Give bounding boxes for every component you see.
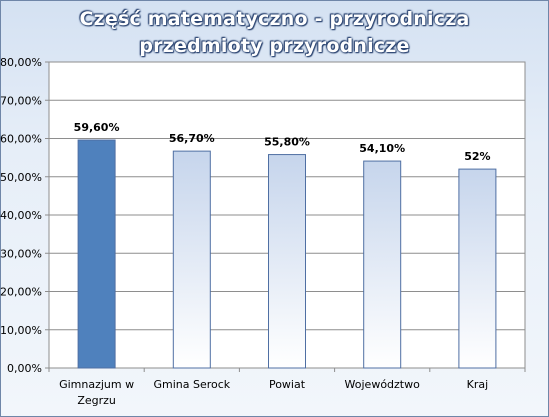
y-tick-label: 70,00% — [0, 94, 42, 107]
bar-3 — [363, 160, 402, 369]
chart-title-line-2: przedmioty przyrodnicze — [139, 35, 410, 57]
bar-4 — [458, 168, 497, 369]
data-labels: 59,60% 56,70% 55,80% 54,10% 52% — [74, 121, 491, 163]
data-label-0: 59,60% — [74, 121, 120, 134]
y-tick-label: 60,00% — [0, 133, 42, 146]
bars — [77, 139, 497, 369]
chart-title-line-1: Część matematyczno - przyrodnicza — [79, 8, 470, 30]
bar-2 — [268, 154, 306, 369]
bar-0 — [77, 139, 116, 369]
data-label-2: 55,80% — [264, 136, 310, 149]
category-label-4: Kraj — [467, 378, 489, 391]
y-tick-label: 80,00% — [0, 56, 42, 69]
category-label-0: Gimnazjum w — [59, 378, 134, 391]
data-label-3: 54,10% — [359, 142, 405, 155]
y-tick-label: 30,00% — [0, 247, 42, 260]
data-label-4: 52% — [464, 150, 490, 163]
category-label-2: Powiat — [269, 378, 306, 391]
data-label-1: 56,70% — [169, 132, 215, 145]
y-tick-label: 50,00% — [0, 171, 42, 184]
category-label-1: Gmina Serock — [153, 378, 230, 391]
y-tick-label: 40,00% — [0, 209, 42, 222]
y-tick-label: 0,00% — [7, 362, 42, 375]
category-label-0: Zegrzu — [77, 394, 116, 407]
y-axis: 0,00% 10,00% 20,00% 30,00% 40,00% 50,00% 60,00… — [0, 56, 49, 375]
y-tick-label: 20,00% — [0, 286, 42, 299]
bar-1 — [172, 150, 211, 369]
x-axis: Gimnazjum w Zegrzu Gmina Serock Powiat Wojew… — [48, 368, 526, 407]
y-tick-label: 10,00% — [0, 324, 42, 337]
category-label-3: Województwo — [345, 378, 421, 391]
